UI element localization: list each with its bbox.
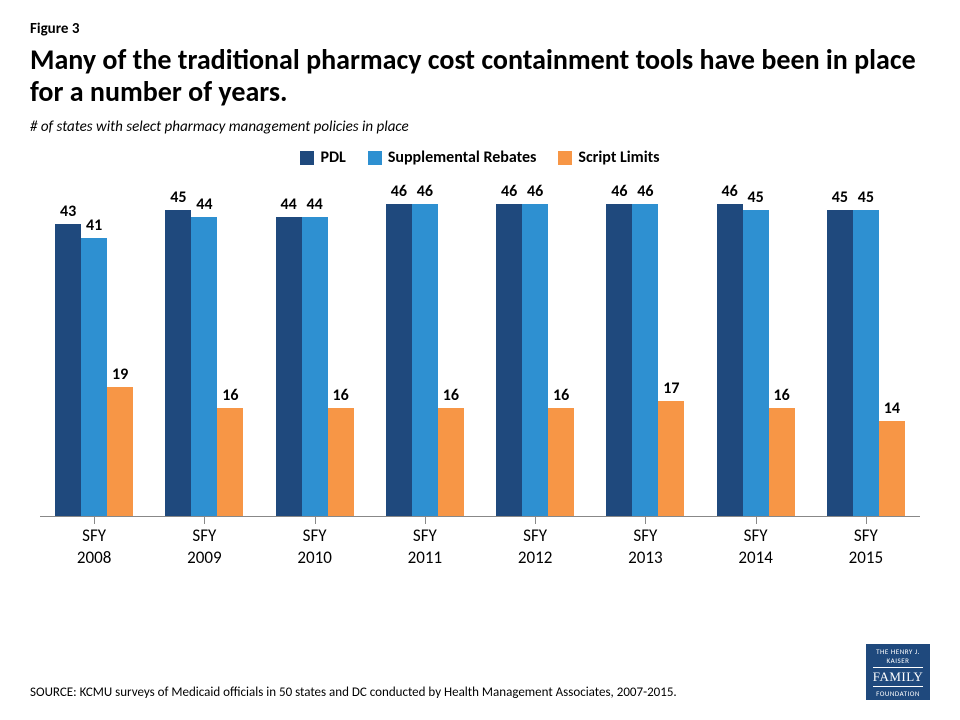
- bar: 46: [496, 204, 522, 517]
- bar-group: 454514: [818, 210, 914, 516]
- bar-group: 464616: [487, 204, 583, 517]
- bar-value-label: 46: [637, 182, 653, 201]
- bar-value-label: 46: [501, 182, 517, 201]
- bar-group: 464617: [597, 204, 693, 517]
- x-tick: [535, 516, 536, 524]
- chart-area: 4341194544164444164646164646164646174645…: [40, 177, 920, 700]
- footer: SOURCE: KCMU surveys of Medicaid officia…: [30, 644, 930, 700]
- bar-value-label: 44: [307, 195, 323, 214]
- x-axis-label: SFY2008: [46, 525, 142, 568]
- bar-value-label: 46: [611, 182, 627, 201]
- x-tick: [425, 516, 426, 524]
- bar: 46: [386, 204, 412, 517]
- legend-item: PDL: [300, 148, 345, 167]
- bar: 46: [606, 204, 632, 517]
- x-tick: [756, 516, 757, 524]
- bar: 46: [632, 204, 658, 517]
- bar-value-label: 16: [443, 386, 459, 405]
- bar-value-label: 14: [884, 399, 900, 418]
- chart-subtitle: # of states with select pharmacy managem…: [30, 118, 930, 136]
- legend-label: Supplemental Rebates: [388, 148, 537, 167]
- bar-value-label: 45: [748, 188, 764, 207]
- bar: 45: [827, 210, 853, 516]
- source-text: SOURCE: KCMU surveys of Medicaid officia…: [30, 685, 677, 700]
- legend-item: Script Limits: [558, 148, 659, 167]
- bar: 45: [743, 210, 769, 516]
- bar: 46: [717, 204, 743, 517]
- x-tick: [94, 516, 95, 524]
- x-axis-label: SFY2010: [267, 525, 363, 568]
- bar-value-label: 16: [222, 386, 238, 405]
- logo-line: THE HENRY J.: [876, 647, 920, 656]
- legend-swatch: [300, 151, 314, 165]
- bar-group: 464616: [377, 204, 473, 517]
- bar: 17: [658, 401, 684, 517]
- legend-label: PDL: [320, 148, 345, 167]
- logo-line: KAISER: [887, 656, 910, 665]
- x-axis-labels: SFY2008 SFY2009 SFY2010 SFY2011 SFY2012 SFY20…: [40, 525, 920, 568]
- bar: 16: [328, 408, 354, 517]
- bar-value-label: 16: [553, 386, 569, 405]
- bar-value-label: 17: [663, 379, 679, 398]
- bar-group: 444416: [267, 217, 363, 516]
- kff-logo: THE HENRY J. KAISER FAMILY FOUNDATION: [866, 644, 930, 700]
- bar-group: 464516: [708, 204, 804, 517]
- bar-value-label: 44: [196, 195, 212, 214]
- legend-swatch: [368, 151, 382, 165]
- bar: 41: [81, 238, 107, 517]
- x-axis-label: SFY2014: [708, 525, 804, 568]
- bar-value-label: 16: [333, 386, 349, 405]
- bar: 16: [217, 408, 243, 517]
- bar: 45: [853, 210, 879, 516]
- x-axis-label: SFY2013: [597, 525, 693, 568]
- legend-item: Supplemental Rebates: [368, 148, 537, 167]
- bar-value-label: 45: [832, 188, 848, 207]
- bar-value-label: 46: [527, 182, 543, 201]
- x-tick: [315, 516, 316, 524]
- bar: 44: [302, 217, 328, 516]
- bar: 45: [165, 210, 191, 516]
- bar-value-label: 45: [858, 188, 874, 207]
- bar: 44: [191, 217, 217, 516]
- bar: 46: [412, 204, 438, 517]
- slide: Figure 3 Many of the traditional pharmac…: [0, 0, 960, 720]
- chart-title: Many of the traditional pharmacy cost co…: [30, 44, 930, 108]
- x-axis-label: SFY2015: [818, 525, 914, 568]
- x-tick: [866, 516, 867, 524]
- x-tick: [204, 516, 205, 524]
- bar-value-label: 41: [86, 216, 102, 235]
- x-axis-label: SFY2012: [487, 525, 583, 568]
- bar-group: 434119: [46, 224, 142, 516]
- bar-value-label: 45: [170, 188, 186, 207]
- bar-value-label: 44: [281, 195, 297, 214]
- bar: 16: [769, 408, 795, 517]
- bar-value-label: 46: [417, 182, 433, 201]
- legend: PDL Supplemental Rebates Script Limits: [30, 148, 930, 167]
- bar: 14: [879, 421, 905, 516]
- bar: 44: [276, 217, 302, 516]
- bar: 16: [548, 408, 574, 517]
- bar: 19: [107, 387, 133, 516]
- bar-value-label: 43: [60, 202, 76, 221]
- logo-line: FOUNDATION: [876, 689, 920, 698]
- plot: 4341194544164444164646164646164646174645…: [40, 177, 920, 517]
- bar: 16: [438, 408, 464, 517]
- legend-label: Script Limits: [578, 148, 659, 167]
- legend-swatch: [558, 151, 572, 165]
- bar-value-label: 46: [722, 182, 738, 201]
- bar-value-label: 46: [391, 182, 407, 201]
- x-tick: [645, 516, 646, 524]
- bar-value-label: 16: [774, 386, 790, 405]
- bar: 43: [55, 224, 81, 516]
- bar-value-label: 19: [112, 365, 128, 384]
- x-axis-label: SFY2009: [156, 525, 252, 568]
- logo-line: FAMILY: [873, 667, 924, 687]
- bar: 46: [522, 204, 548, 517]
- x-axis-label: SFY2011: [377, 525, 473, 568]
- figure-label: Figure 3: [30, 20, 930, 38]
- bar-group: 454416: [156, 210, 252, 516]
